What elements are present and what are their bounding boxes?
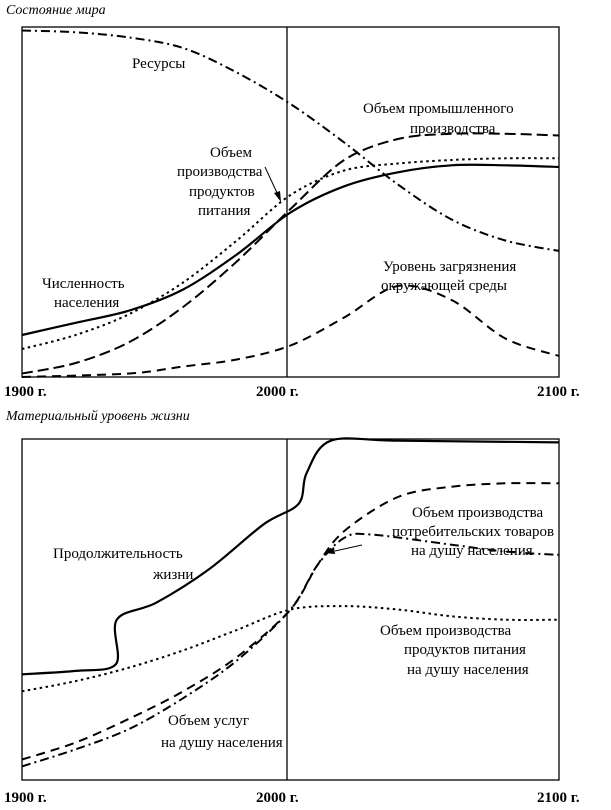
- label-pollution-line2: окружающей среды: [381, 278, 507, 294]
- label-industry-line1: Объем промышленного: [363, 101, 514, 117]
- label-services-line1: Объем услуг: [168, 713, 249, 729]
- label-goods-line1: Объем производства: [412, 505, 544, 521]
- label-life-line2: жизни: [152, 567, 193, 583]
- label-foodpc-line1: Объем производства: [380, 623, 512, 639]
- label-population-line2: населения: [54, 295, 119, 311]
- top-series-line-3: [21, 163, 560, 337]
- goods-label-arrowhead: [324, 547, 335, 554]
- bottom-series-line-2: [21, 532, 560, 768]
- label-goods-line3: на душу населения: [411, 543, 533, 559]
- top-series-line-0: [21, 29, 560, 252]
- top-xtick-2100: 2100 г.: [537, 384, 580, 400]
- label-life-line1: Продолжительность: [53, 546, 183, 562]
- top-xtick-2000: 2000 г.: [256, 384, 299, 400]
- food-label-arrowhead: [274, 191, 281, 202]
- label-foodpc-line2: продуктов питания: [404, 642, 526, 658]
- food-label-leader-line: [264, 166, 279, 196]
- top-series-line-2: [21, 157, 560, 350]
- bottom-xtick-2000: 2000 г.: [256, 790, 299, 806]
- goods-label-leader-line: [334, 544, 363, 552]
- top-chart-frame: [21, 26, 560, 378]
- top-series-group: [21, 29, 560, 378]
- label-food-line1: Объем: [210, 145, 253, 161]
- bottom-series-line-0: [21, 437, 560, 676]
- label-foodpc-line3: на душу населения: [407, 662, 529, 678]
- top-series-line-1: [21, 132, 560, 375]
- top-series-line-4: [21, 284, 560, 378]
- bottom-xtick-2100: 2100 г.: [537, 790, 580, 806]
- label-food-line2: производства: [177, 164, 263, 180]
- top-chart-title: Состояние мира: [6, 3, 106, 18]
- bottom-chart-title: Материальный уровень жизни: [6, 409, 190, 424]
- label-services-line2: на душу населения: [161, 735, 283, 751]
- label-industry-line2: производства: [410, 121, 496, 137]
- label-food-line4: питания: [198, 203, 251, 219]
- bottom-xtick-1900: 1900 г.: [4, 790, 47, 806]
- label-resources: Ресурсы: [132, 56, 185, 72]
- label-food-line3: продуктов: [189, 184, 255, 200]
- bottom-chart-frame: [21, 438, 560, 781]
- label-population-line1: Численность: [42, 276, 125, 292]
- label-goods-line2: потребительских товаров: [392, 524, 554, 540]
- bottom-series-group: [21, 437, 560, 768]
- label-pollution-line1: Уровень загрязнения: [383, 259, 516, 275]
- top-xtick-1900: 1900 г.: [4, 384, 47, 400]
